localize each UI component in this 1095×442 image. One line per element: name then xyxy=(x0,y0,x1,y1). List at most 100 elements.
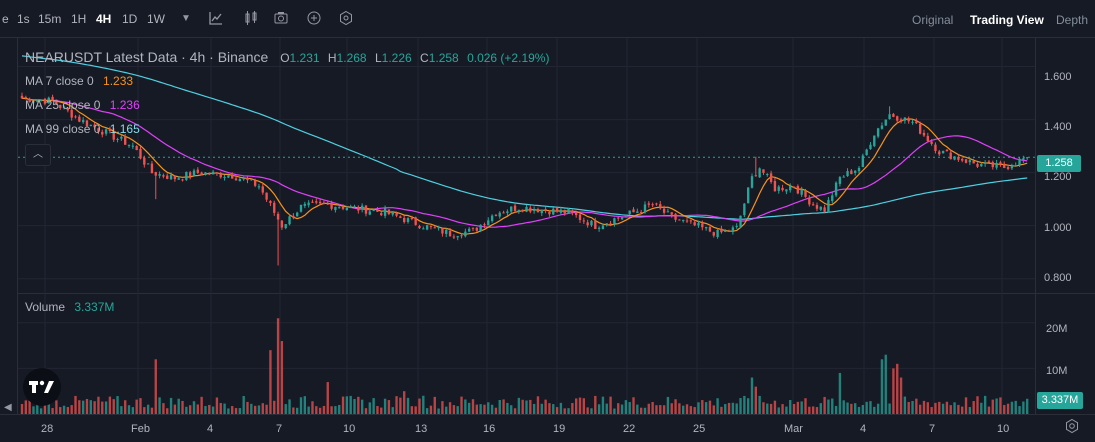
open-label: O xyxy=(280,51,290,65)
volume-bar xyxy=(575,398,578,414)
volume-bar xyxy=(536,396,540,414)
candle-body xyxy=(410,217,414,219)
volume-bar xyxy=(81,400,85,414)
volume-bar xyxy=(586,407,589,414)
candle-body xyxy=(926,135,929,142)
candle-body xyxy=(81,120,85,123)
timeframe-1s[interactable]: 1s xyxy=(17,12,30,26)
candle-body xyxy=(827,199,830,212)
candle-body xyxy=(796,186,800,194)
candle-body xyxy=(349,206,352,208)
candle-body xyxy=(597,227,601,229)
volume-bar xyxy=(529,399,532,414)
candle-body xyxy=(727,230,731,232)
candle-body xyxy=(97,128,100,132)
candle-body xyxy=(318,201,322,204)
candle-body xyxy=(173,175,177,180)
candle-body xyxy=(697,223,700,226)
add-indicator-icon[interactable] xyxy=(305,10,323,28)
volume-bar xyxy=(555,407,559,414)
timeframe-partial[interactable]: e xyxy=(2,12,9,26)
volume-bar xyxy=(353,399,356,414)
candle-body xyxy=(746,187,750,204)
volume-bar xyxy=(735,403,738,414)
line-chart-icon[interactable] xyxy=(207,10,225,28)
view-trading-view[interactable]: Trading View xyxy=(970,13,1044,27)
volume-bar xyxy=(693,407,696,414)
candle-body xyxy=(51,96,54,101)
candle-body xyxy=(567,208,570,214)
candle-body xyxy=(101,131,104,135)
candle-body xyxy=(20,95,24,99)
view-depth[interactable]: Depth xyxy=(1056,13,1089,27)
volume-bar xyxy=(261,403,264,414)
camera-icon[interactable] xyxy=(272,10,290,28)
ma25-label: MA 25 close 0 xyxy=(25,98,101,112)
candle-body xyxy=(750,176,754,188)
volume-bar xyxy=(609,396,612,414)
candle-body xyxy=(59,104,62,109)
volume-bar xyxy=(620,404,624,414)
timeframe-1d[interactable]: 1D xyxy=(122,12,138,26)
candle-body xyxy=(177,178,180,180)
volume-bar xyxy=(150,407,154,414)
view-original[interactable]: Original xyxy=(912,13,954,27)
volume-bar xyxy=(158,397,161,414)
volume-bar xyxy=(303,396,307,414)
candle-body xyxy=(964,159,968,163)
candle-body xyxy=(762,169,765,173)
volume-bar xyxy=(66,407,70,414)
candle-body xyxy=(89,124,92,126)
candle-body xyxy=(219,172,222,178)
volume-bar xyxy=(659,405,662,414)
volume-bar xyxy=(517,397,521,414)
tradingview-logo[interactable] xyxy=(23,368,61,406)
chevron-up-icon[interactable]: ︿ xyxy=(25,144,51,166)
volume-bar xyxy=(938,401,941,414)
candle-body xyxy=(445,229,448,234)
volume-bar xyxy=(792,403,796,414)
settings-hex-icon[interactable] xyxy=(337,10,355,28)
candle-body xyxy=(754,175,758,177)
ma99-legend: MA 99 close 0 1.165 xyxy=(25,122,140,136)
volume-bar xyxy=(494,407,498,414)
caret-down-icon[interactable]: ▼ xyxy=(181,13,191,24)
volume-bar xyxy=(682,405,685,414)
candle-body xyxy=(429,226,433,228)
timeframe-4h[interactable]: 4H xyxy=(96,12,112,26)
volume-bar xyxy=(242,396,245,414)
candle-body xyxy=(448,230,452,237)
timeframe-1h[interactable]: 1H xyxy=(71,12,87,26)
timeframe-1w[interactable]: 1W xyxy=(147,12,165,26)
candle-body xyxy=(846,171,849,177)
volume-bar xyxy=(712,405,715,414)
low-label: L xyxy=(374,51,382,65)
gear-icon[interactable] xyxy=(1063,418,1081,436)
candle-body xyxy=(93,124,96,128)
volume-bar xyxy=(1010,401,1014,414)
candle-body xyxy=(78,116,81,122)
candle-body xyxy=(586,222,589,226)
candle-body xyxy=(311,201,314,203)
candle-body xyxy=(506,211,509,213)
candle-body xyxy=(850,170,853,175)
volume-bar xyxy=(903,396,907,414)
candle-body xyxy=(609,223,612,225)
timeframe-15m[interactable]: 15m xyxy=(38,12,62,26)
candlestick-icon[interactable] xyxy=(242,10,260,28)
candle-body xyxy=(185,171,188,180)
low-value: 1.226 xyxy=(381,51,412,65)
volume-bar xyxy=(380,407,383,414)
volume-bar xyxy=(1025,398,1029,414)
candle-body xyxy=(231,175,234,179)
scroll-left-icon[interactable]: ◀ xyxy=(4,402,12,413)
volume-bar xyxy=(571,403,574,414)
candle-body xyxy=(146,163,150,165)
candle-body xyxy=(815,205,819,209)
candle-body xyxy=(769,173,773,182)
candle-body xyxy=(617,217,620,219)
candle-body xyxy=(712,232,715,236)
candle-body xyxy=(368,211,371,215)
candle-body xyxy=(399,216,402,218)
